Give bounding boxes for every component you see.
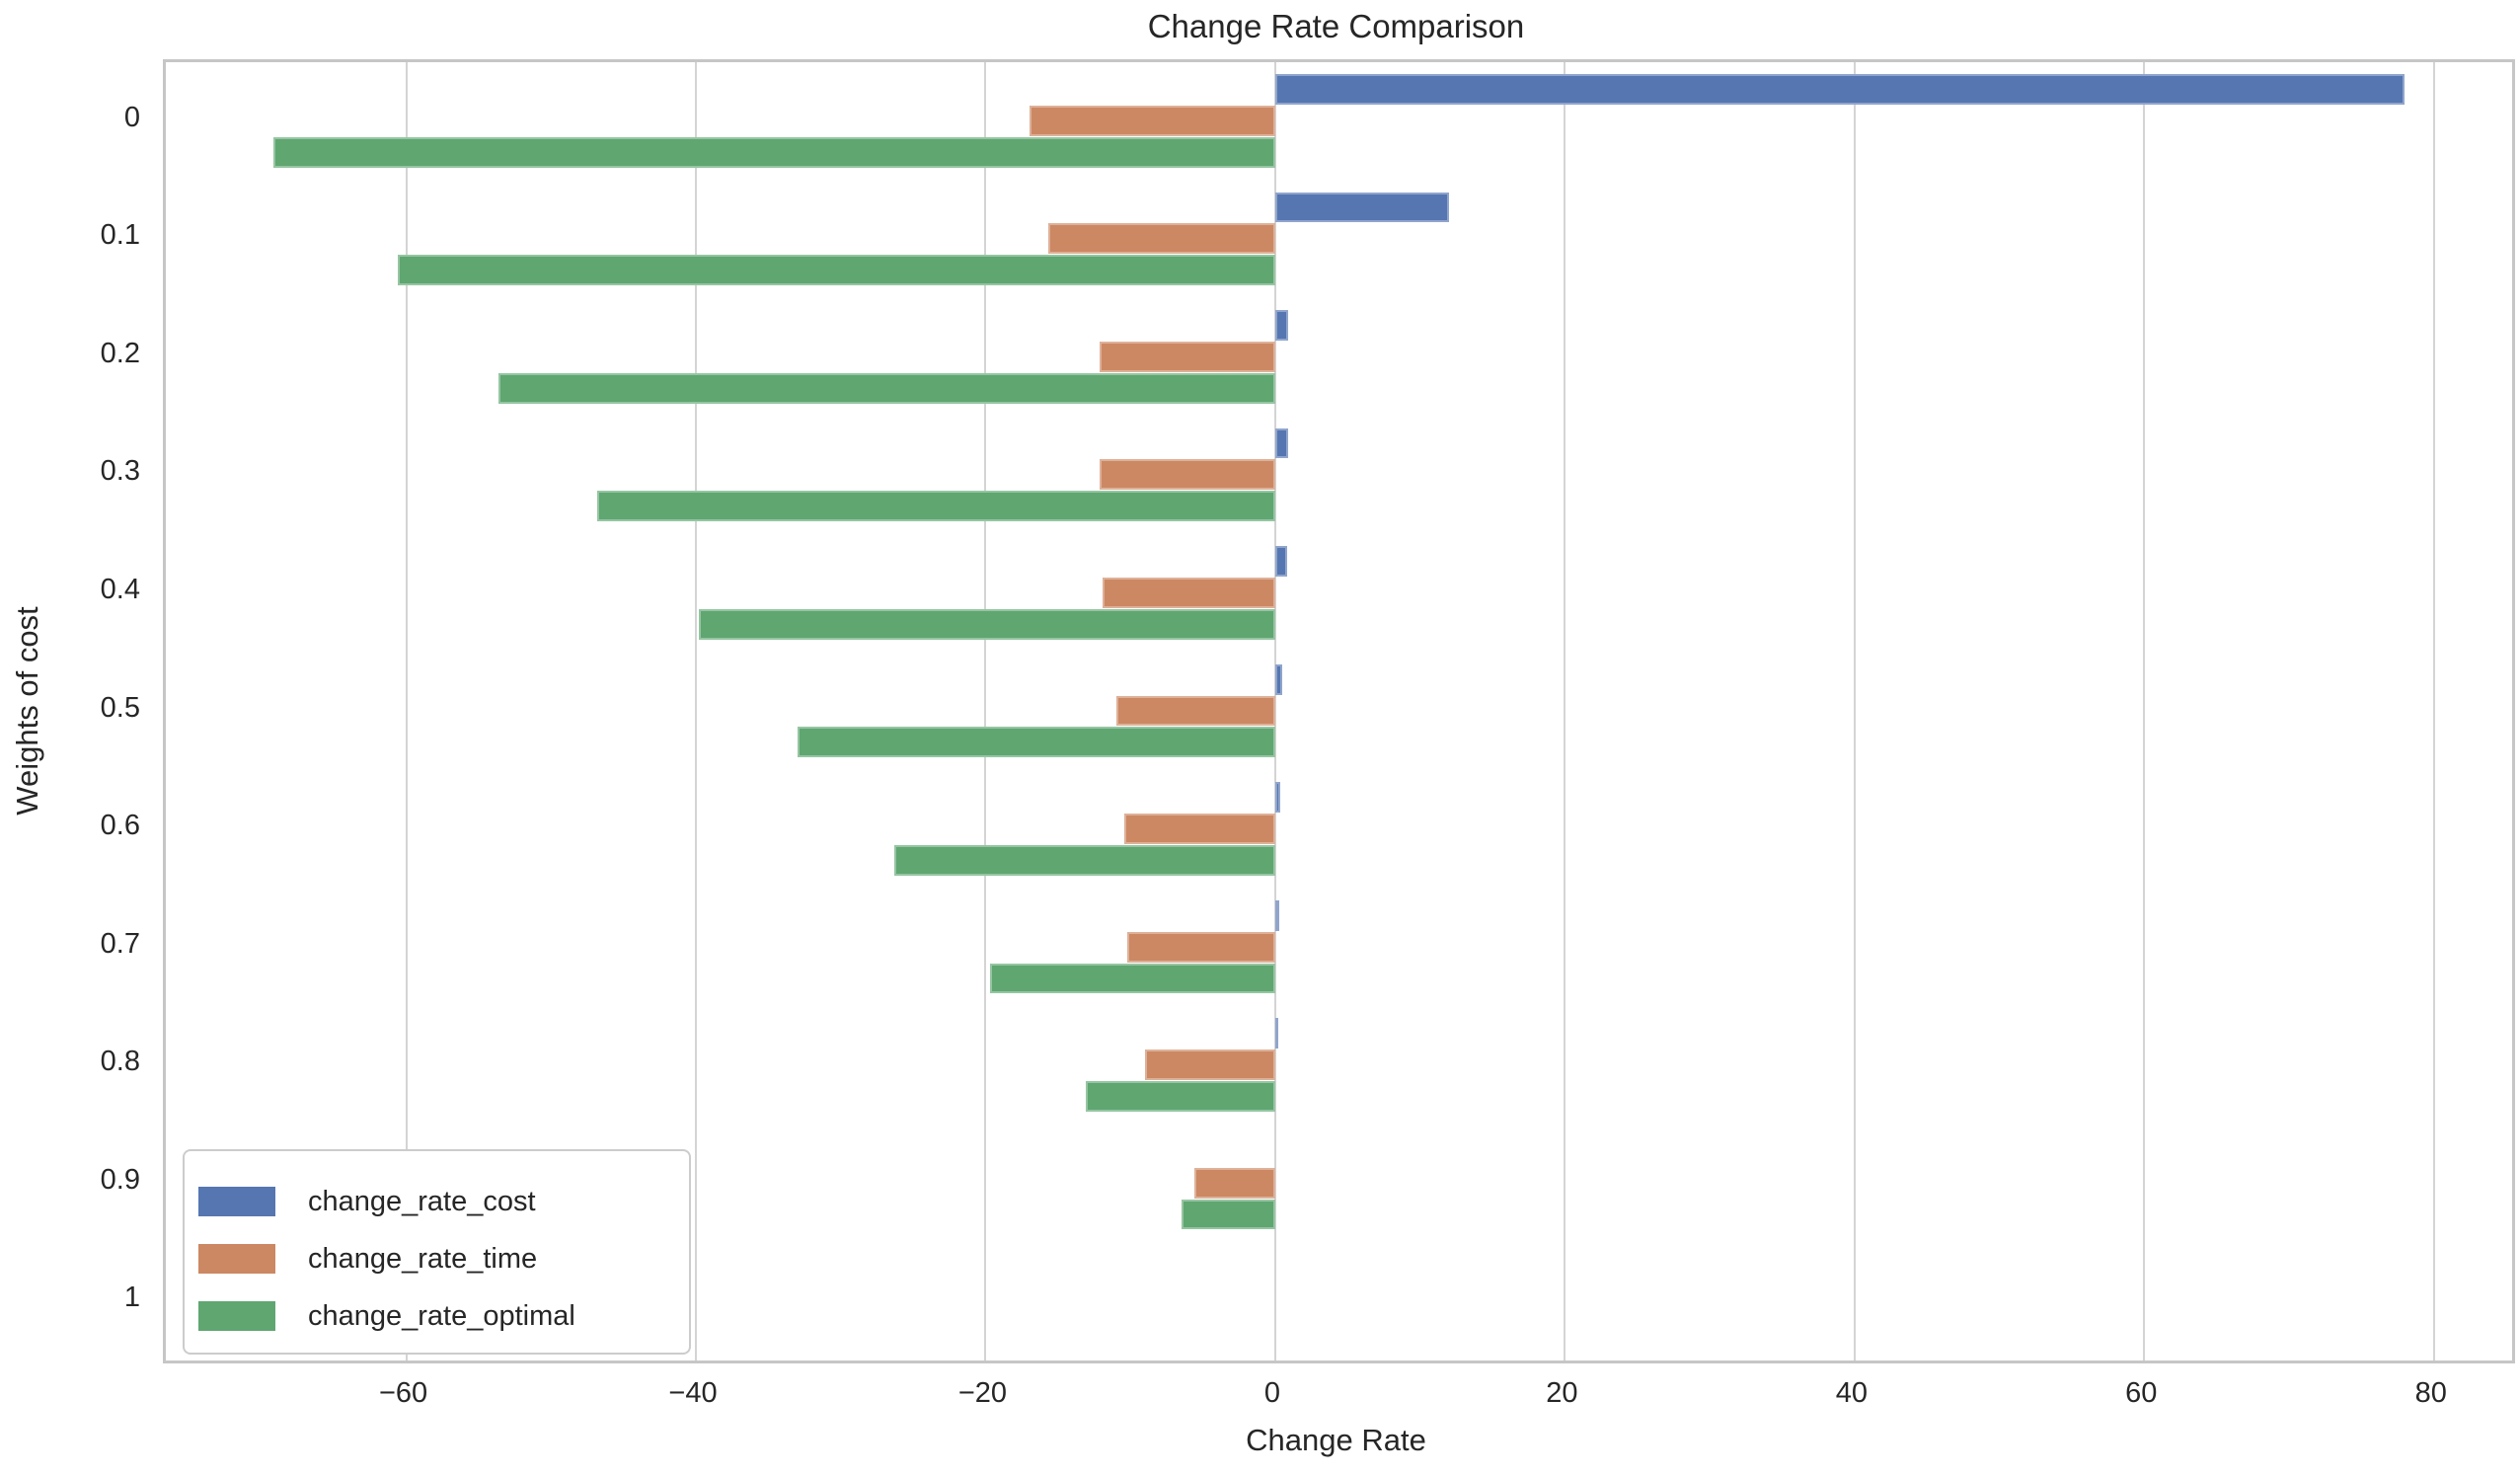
bar-change_rate_time: [1103, 578, 1275, 608]
bar-change_rate_cost: [1274, 427, 1289, 459]
x-tick-label: 80: [2414, 1377, 2447, 1409]
bar-change_rate_optimal: [698, 608, 1275, 640]
x-tick-label: −40: [668, 1377, 718, 1409]
bar-change_rate_cost: [1274, 73, 2405, 105]
bar-change_rate_time: [1144, 1049, 1275, 1081]
legend-swatch-icon: [198, 1301, 275, 1331]
gridline: [1564, 62, 1566, 1360]
x-tick-label: 0: [1263, 1377, 1280, 1409]
bar-change_rate_time: [1193, 1167, 1275, 1199]
bar-change_rate_cost: [1274, 663, 1283, 695]
bar-change_rate_cost: [1274, 546, 1287, 577]
bar-change_rate_cost: [1274, 310, 1289, 341]
y-tick-label: 0.1: [100, 219, 140, 252]
x-tick-label: 20: [1546, 1377, 1578, 1409]
y-tick-label: 0.4: [100, 573, 140, 605]
bar-change_rate_optimal: [272, 136, 1275, 168]
legend-label: change_rate_cost: [308, 1185, 536, 1217]
x-tick-label: −20: [957, 1377, 1008, 1409]
x-tick-label: 40: [1835, 1377, 1868, 1409]
gridline: [1273, 62, 1276, 1360]
legend-entry: change_rate_time: [198, 1230, 689, 1287]
plot-area: [163, 59, 2515, 1363]
y-tick-label: 0.7: [100, 927, 140, 960]
x-axis-label: Change Rate: [1246, 1423, 1426, 1457]
bar-change_rate_optimal: [1181, 1199, 1275, 1230]
bar-change_rate_optimal: [597, 491, 1275, 522]
y-tick-label: 0: [123, 101, 140, 133]
legend-swatch-icon: [198, 1244, 275, 1274]
bar-change_rate_time: [1115, 695, 1275, 727]
gridline: [405, 62, 408, 1360]
x-tick-label: −60: [378, 1377, 428, 1409]
y-tick-label: 0.5: [100, 691, 140, 724]
bar-change_rate_optimal: [989, 963, 1275, 994]
bar-change_rate_time: [1124, 814, 1275, 844]
legend-label: change_rate_optimal: [308, 1299, 575, 1332]
bar-change_rate_cost: [1274, 899, 1280, 931]
y-tick-label: 0.8: [100, 1046, 140, 1078]
bar-change_rate_optimal: [894, 844, 1275, 876]
bar-change_rate_optimal: [498, 372, 1275, 404]
gridline: [2143, 62, 2146, 1360]
gridline: [2432, 62, 2435, 1360]
y-tick-label: 0.2: [100, 337, 140, 369]
legend-swatch-icon: [198, 1187, 275, 1216]
y-tick-label: 0.3: [100, 455, 140, 488]
bar-change_rate_time: [1127, 931, 1275, 963]
gridline: [984, 62, 987, 1360]
legend-entry: change_rate_cost: [198, 1173, 689, 1230]
bar-change_rate_cost: [1274, 1018, 1278, 1049]
bar-change_rate_time: [1047, 223, 1275, 255]
legend-label: change_rate_time: [308, 1242, 538, 1275]
y-tick-label: 1: [123, 1282, 140, 1314]
legend: change_rate_cost change_rate_time change_r…: [183, 1149, 691, 1355]
chart-title: Change Rate Comparison: [1147, 8, 1525, 44]
gridline: [1853, 62, 1856, 1360]
y-tick-label: 0.9: [100, 1163, 140, 1196]
bar-change_rate_optimal: [797, 727, 1275, 758]
bar-change_rate_time: [1029, 105, 1275, 136]
bar-change_rate_optimal: [397, 255, 1275, 286]
bar-change_rate_cost: [1274, 782, 1281, 814]
bar-change_rate_time: [1100, 459, 1275, 491]
legend-entry: change_rate_optimal: [198, 1287, 689, 1345]
gridline: [695, 62, 698, 1360]
y-tick-label: 0.6: [100, 810, 140, 842]
bar-change_rate_cost: [1274, 192, 1449, 223]
bar-change_rate_optimal: [1085, 1081, 1275, 1112]
x-tick-label: 60: [2125, 1377, 2158, 1409]
bar-change_rate_time: [1100, 341, 1275, 372]
